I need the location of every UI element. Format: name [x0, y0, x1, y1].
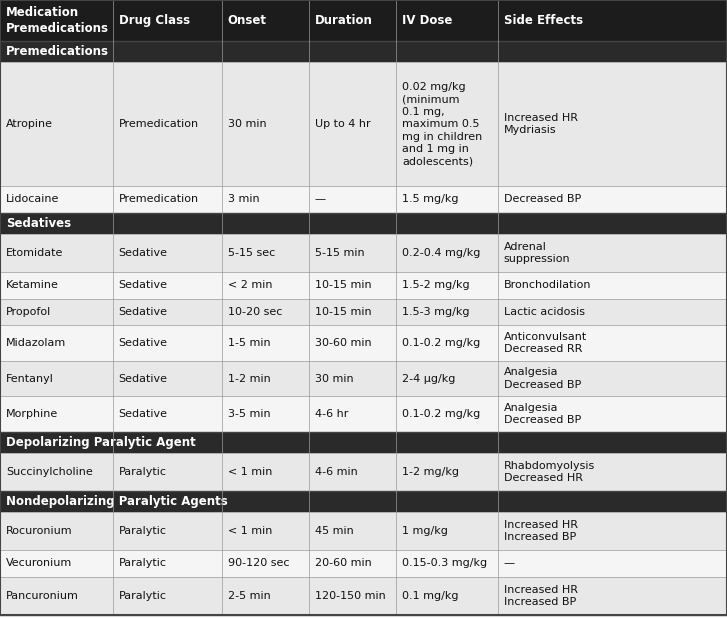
Text: 120-150 min: 120-150 min [315, 591, 385, 601]
Text: IV Dose: IV Dose [402, 14, 452, 27]
Text: Lactic acidosis: Lactic acidosis [504, 307, 585, 317]
Text: 3 min: 3 min [228, 195, 260, 205]
Bar [0, 186, 727, 213]
Text: Bronchodilation: Bronchodilation [504, 280, 591, 290]
Text: 2-4 µg/kg: 2-4 µg/kg [402, 374, 455, 384]
Text: Paralytic: Paralytic [119, 591, 166, 601]
Text: Sedative: Sedative [119, 248, 167, 258]
Text: 10-20 sec: 10-20 sec [228, 307, 282, 317]
Text: Drug Class: Drug Class [119, 14, 190, 27]
Text: 1-5 min: 1-5 min [228, 338, 270, 348]
Text: Increased HR
Increased BP: Increased HR Increased BP [504, 585, 578, 607]
Bar [0, 512, 727, 550]
Bar [0, 361, 727, 396]
Text: Sedative: Sedative [119, 338, 167, 348]
Text: —: — [315, 195, 326, 205]
Text: Duration: Duration [315, 14, 373, 27]
Bar [0, 213, 727, 234]
Text: 1.5-3 mg/kg: 1.5-3 mg/kg [402, 307, 470, 317]
Bar [0, 432, 727, 453]
Bar [0, 234, 727, 272]
Bar [0, 272, 727, 298]
Text: Adrenal
suppression: Adrenal suppression [504, 242, 571, 264]
Text: 1.5-2 mg/kg: 1.5-2 mg/kg [402, 280, 470, 290]
Text: Sedative: Sedative [119, 374, 167, 384]
Text: Propofol: Propofol [6, 307, 51, 317]
Text: Increased HR
Mydriasis: Increased HR Mydriasis [504, 113, 578, 135]
Text: 20-60 min: 20-60 min [315, 559, 371, 569]
Bar [0, 577, 727, 615]
Text: Atropine: Atropine [6, 119, 53, 129]
Text: Midazolam: Midazolam [6, 338, 66, 348]
Text: < 1 min: < 1 min [228, 526, 272, 536]
Text: 45 min: 45 min [315, 526, 353, 536]
Bar [0, 491, 727, 512]
Text: Lidocaine: Lidocaine [6, 195, 59, 205]
Text: Side Effects: Side Effects [504, 14, 583, 27]
Text: 10-15 min: 10-15 min [315, 307, 371, 317]
Text: 1-2 min: 1-2 min [228, 374, 270, 384]
Text: Sedative: Sedative [119, 409, 167, 419]
Text: Morphine: Morphine [6, 409, 58, 419]
Bar [0, 453, 727, 491]
Text: Rhabdomyolysis
Decreased HR: Rhabdomyolysis Decreased HR [504, 461, 595, 483]
Text: 10-15 min: 10-15 min [315, 280, 371, 290]
Bar [0, 396, 727, 432]
Text: —: — [504, 559, 515, 569]
Text: Anticonvulsant
Decreased RR: Anticonvulsant Decreased RR [504, 332, 587, 354]
Text: Paralytic: Paralytic [119, 559, 166, 569]
Text: Vecuronium: Vecuronium [6, 559, 72, 569]
Text: Premedication: Premedication [119, 119, 198, 129]
Text: Sedative: Sedative [119, 307, 167, 317]
Bar [0, 325, 727, 361]
Text: 1 mg/kg: 1 mg/kg [402, 526, 448, 536]
Text: Pancuronium: Pancuronium [6, 591, 79, 601]
Text: Sedative: Sedative [119, 280, 167, 290]
Text: Etomidate: Etomidate [6, 248, 63, 258]
Text: Analgesia
Decreased BP: Analgesia Decreased BP [504, 368, 581, 390]
Text: 0.1-0.2 mg/kg: 0.1-0.2 mg/kg [402, 338, 481, 348]
Text: Succinylcholine: Succinylcholine [6, 467, 92, 477]
Text: Analgesia
Decreased BP: Analgesia Decreased BP [504, 403, 581, 425]
Bar [0, 62, 727, 186]
Text: 0.02 mg/kg
(minimum
0.1 mg,
maximum 0.5
mg in children
and 1 mg in
adolescents): 0.02 mg/kg (minimum 0.1 mg, maximum 0.5 … [402, 82, 482, 166]
Text: 5-15 min: 5-15 min [315, 248, 364, 258]
Text: 1-2 mg/kg: 1-2 mg/kg [402, 467, 459, 477]
Text: Fentanyl: Fentanyl [6, 374, 54, 384]
Text: 0.1-0.2 mg/kg: 0.1-0.2 mg/kg [402, 409, 481, 419]
Text: Ketamine: Ketamine [6, 280, 59, 290]
Text: < 1 min: < 1 min [228, 467, 272, 477]
Text: 0.1 mg/kg: 0.1 mg/kg [402, 591, 459, 601]
Text: 4-6 min: 4-6 min [315, 467, 358, 477]
Text: Medication
Premedications: Medication Premedications [6, 6, 109, 35]
Text: 30-60 min: 30-60 min [315, 338, 371, 348]
Text: 0.15-0.3 mg/kg: 0.15-0.3 mg/kg [402, 559, 487, 569]
Text: 1.5 mg/kg: 1.5 mg/kg [402, 195, 459, 205]
Text: 2-5 min: 2-5 min [228, 591, 270, 601]
Text: 4-6 hr: 4-6 hr [315, 409, 348, 419]
Text: 3-5 min: 3-5 min [228, 409, 270, 419]
Text: Nondepolarizing Paralytic Agents: Nondepolarizing Paralytic Agents [6, 495, 228, 508]
Text: 5-15 sec: 5-15 sec [228, 248, 275, 258]
Text: < 2 min: < 2 min [228, 280, 272, 290]
Text: Up to 4 hr: Up to 4 hr [315, 119, 371, 129]
Text: Premedication: Premedication [119, 195, 198, 205]
Text: 0.2-0.4 mg/kg: 0.2-0.4 mg/kg [402, 248, 481, 258]
Text: Rocuronium: Rocuronium [6, 526, 73, 536]
Text: 30 min: 30 min [228, 119, 266, 129]
Text: Onset: Onset [228, 14, 267, 27]
Bar [0, 298, 727, 325]
Text: Decreased BP: Decreased BP [504, 195, 581, 205]
Text: 30 min: 30 min [315, 374, 353, 384]
Text: 90-120 sec: 90-120 sec [228, 559, 289, 569]
Bar [0, 0, 727, 41]
Text: Premedications: Premedications [6, 45, 109, 58]
Text: Paralytic: Paralytic [119, 467, 166, 477]
Bar [0, 550, 727, 577]
Text: Paralytic: Paralytic [119, 526, 166, 536]
Bar [0, 41, 727, 62]
Text: Sedatives: Sedatives [6, 217, 71, 230]
Text: Depolarizing Paralytic Agent: Depolarizing Paralytic Agent [6, 436, 196, 449]
Text: Increased HR
Increased BP: Increased HR Increased BP [504, 520, 578, 542]
